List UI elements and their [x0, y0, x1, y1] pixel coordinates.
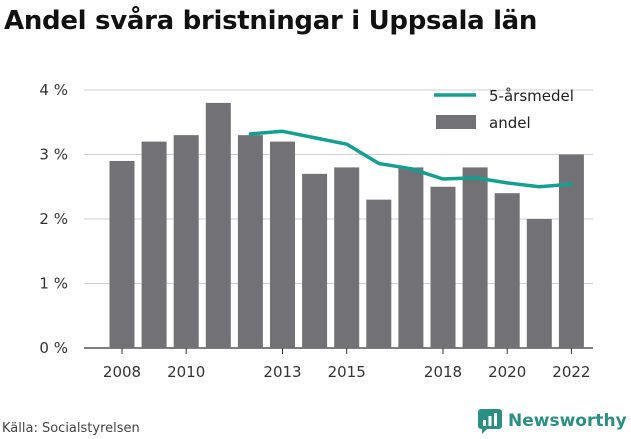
legend-label: andel — [489, 114, 531, 132]
bar — [173, 135, 199, 348]
bar — [270, 141, 295, 348]
bar — [237, 135, 263, 348]
brand-name: Newsworthy — [508, 411, 627, 431]
brand-logo: Newsworthy — [477, 408, 627, 434]
legend: 5-årsmedel andel — [434, 87, 574, 132]
bars — [109, 102, 584, 349]
x-tick-label: 2015 — [328, 363, 366, 381]
newsworthy-logo-icon — [478, 409, 502, 434]
y-tick-label: 2 % — [39, 210, 68, 228]
bar — [462, 167, 488, 348]
bar — [494, 193, 520, 348]
x-tick-label: 2008 — [103, 363, 141, 381]
line-series — [248, 129, 574, 189]
x-tick-label: 2020 — [488, 363, 526, 381]
x-tick-label: 2018 — [424, 363, 462, 381]
x-tick-label: 2022 — [552, 363, 590, 381]
x-tick-label: 2010 — [167, 363, 205, 381]
bar — [302, 173, 328, 348]
legend-label: 5-årsmedel — [489, 87, 574, 105]
chart-title: Andel svåra bristningar i Uppsala län — [4, 6, 538, 36]
y-tick-label: 0 % — [39, 339, 68, 357]
x-tick-label: 2013 — [263, 363, 301, 381]
y-axis-labels: 0 % 1 % 2 % 3 % 4 % — [39, 81, 68, 357]
y-tick-label: 1 % — [39, 275, 68, 293]
bar — [366, 199, 392, 348]
bar — [430, 186, 456, 348]
source-note: Källa: Socialstyrelsen — [2, 421, 140, 436]
y-tick-label: 3 % — [39, 146, 68, 164]
bar — [334, 167, 360, 348]
bar — [398, 167, 424, 348]
bar — [109, 160, 135, 348]
bar — [526, 219, 552, 348]
legend-bar-swatch — [436, 115, 476, 129]
bar — [205, 102, 231, 349]
x-axis-labels: 2008 2010 2013 2015 2018 2020 2022 — [103, 348, 590, 381]
five-year-average-line — [248, 129, 574, 189]
bar — [141, 141, 167, 348]
bar — [558, 154, 584, 348]
y-tick-label: 4 % — [39, 81, 68, 99]
